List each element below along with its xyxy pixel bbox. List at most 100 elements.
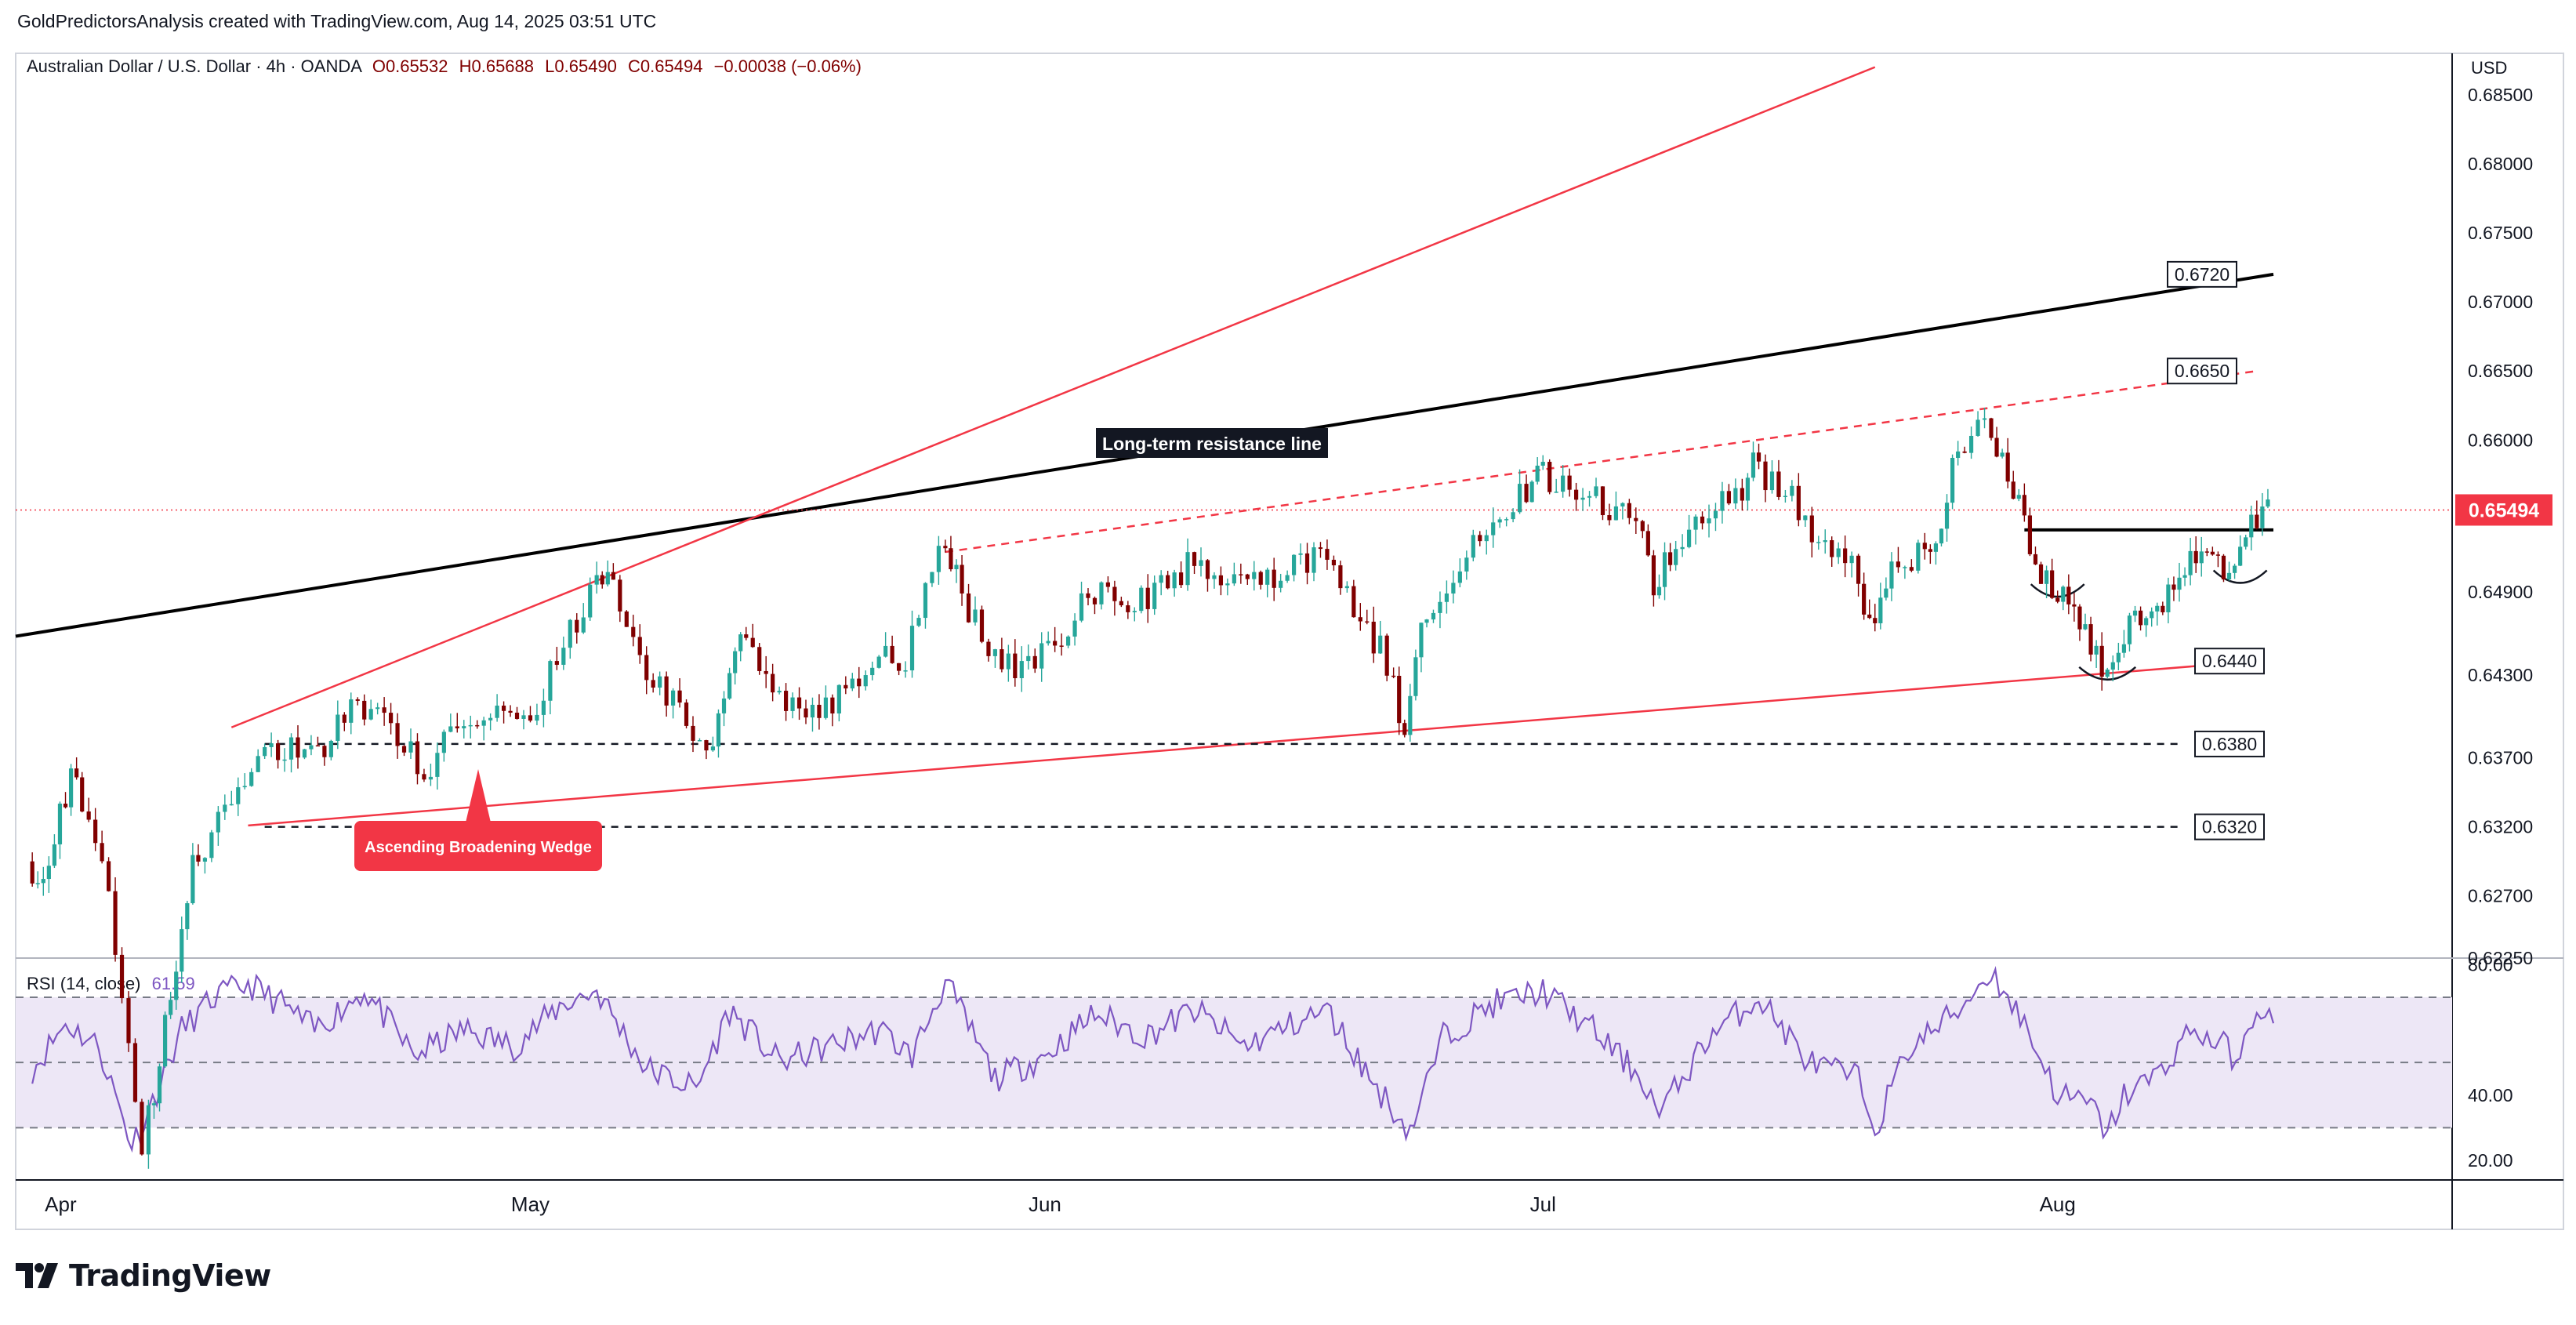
level-tag-0-6320-box[interactable]	[2194, 813, 2265, 840]
candle-body	[46, 866, 51, 880]
candle-body	[764, 670, 768, 674]
candle-body	[52, 844, 57, 866]
candle-body	[1674, 549, 1678, 565]
candle-body	[1245, 574, 1250, 579]
candle-body	[541, 700, 546, 715]
long-term-resistance-label-box[interactable]	[1096, 428, 1328, 458]
candle-body	[1680, 546, 1685, 550]
chart-credit: GoldPredictorsAnalysis created with Trad…	[17, 11, 657, 31]
price-axis[interactable]: 0.68500 0.68000 0.67500 0.67000 0.66500 0.660…	[2468, 85, 2533, 968]
candle-body	[1809, 515, 1814, 543]
candle-body	[1344, 586, 1349, 589]
rsi-value: 61.59	[152, 974, 195, 993]
level-tag-0-6380-box[interactable]	[2194, 730, 2265, 757]
current-price-label: 0.65494	[2469, 499, 2539, 521]
candle-body	[157, 1066, 162, 1104]
candle-body	[810, 704, 815, 718]
candle-body	[1225, 583, 1230, 586]
candle-body	[1484, 535, 1489, 542]
candle-body	[288, 737, 294, 760]
wedge-upper-line[interactable]	[230, 66, 1876, 728]
candle-body	[1046, 641, 1050, 644]
level-tag-0-6720-box[interactable]	[2167, 260, 2237, 288]
candle-body	[2116, 652, 2121, 662]
candle-body	[1580, 497, 1585, 500]
candle-body	[870, 667, 875, 676]
candle-body	[1989, 418, 1994, 438]
candle-body	[1065, 636, 1071, 646]
candle-body	[376, 707, 380, 710]
candle-body	[1803, 515, 1808, 521]
candle-body	[2177, 577, 2182, 590]
candle-body	[242, 786, 247, 788]
candle-body	[1371, 621, 1376, 654]
candle-body	[677, 690, 682, 703]
wedge-upper-dashed-line[interactable]	[945, 369, 2257, 554]
candle-body	[1962, 451, 1967, 453]
time-axis[interactable]: Apr May Jun Jul Aug	[45, 1192, 2076, 1216]
candle-body	[140, 1102, 144, 1155]
candle-body	[2249, 514, 2254, 538]
wedge-callout-box[interactable]	[354, 821, 602, 871]
level-tag-0-6650-label: 0.6650	[2175, 361, 2230, 381]
candle-body	[2072, 604, 2077, 607]
candle-body	[2155, 605, 2160, 612]
candle-body	[1059, 645, 1064, 647]
level-tag-0-6440-box[interactable]	[2194, 648, 2265, 675]
candle-body	[275, 743, 281, 761]
candle-body	[600, 575, 604, 585]
candle-body	[196, 855, 201, 862]
candle-body	[1939, 528, 1944, 544]
candle-body	[883, 645, 888, 657]
candle-body	[704, 740, 709, 751]
candle-body	[2094, 645, 2099, 655]
candle-body	[1105, 582, 1111, 587]
candle-body	[535, 714, 539, 721]
candle-body	[1358, 617, 1362, 622]
candle-body	[146, 1105, 151, 1155]
candle-body	[180, 929, 184, 972]
legend-close: C0.65494	[628, 56, 702, 76]
current-price-tag[interactable]	[2455, 494, 2552, 526]
level-tag-0-6380-label: 0.6380	[2202, 734, 2257, 754]
candle-body	[744, 634, 749, 638]
candle-body	[315, 745, 321, 747]
candle-body	[771, 673, 775, 693]
candle-body	[1378, 635, 1383, 654]
candle-body	[554, 661, 559, 665]
candle-body	[422, 774, 426, 780]
candle-body	[1540, 462, 1545, 466]
candle-body	[1252, 572, 1257, 579]
level-tag-0-6650-box[interactable]	[2167, 358, 2237, 385]
level-tags[interactable]: 0.6720 0.6650 0.6440 0.6380 0.6320 Long-term …	[354, 260, 2552, 871]
head-arc[interactable]	[2078, 666, 2137, 681]
candle-body	[670, 690, 676, 706]
tradingview-logo[interactable]: TradingView	[16, 1258, 271, 1293]
candle-body	[1265, 569, 1270, 585]
candle-body	[581, 617, 586, 633]
candle-body	[1504, 519, 1509, 521]
level-tag-0-6320-label: 0.6320	[2202, 817, 2257, 837]
candle-body	[1873, 618, 1878, 623]
candles-layer[interactable]	[30, 408, 2270, 1169]
candle-body	[74, 768, 79, 778]
candle-body	[322, 746, 327, 757]
candle-body	[857, 678, 862, 687]
candle-body	[1594, 486, 1598, 496]
candle-body	[495, 706, 499, 718]
time-tick-label: Jun	[1029, 1192, 1061, 1216]
candle-body	[1573, 489, 1579, 500]
candle-body	[1843, 548, 1848, 564]
candle-body	[1956, 451, 1961, 459]
candle-body	[1535, 465, 1540, 482]
right-shoulder-arc[interactable]	[2212, 569, 2268, 584]
candle-body	[2127, 615, 2132, 644]
candle-body	[2199, 551, 2204, 564]
candle-body	[1667, 552, 1673, 565]
candle-body	[1152, 583, 1157, 609]
candle-body	[209, 832, 214, 859]
candle-body	[41, 879, 45, 884]
time-tick-label: Jul	[1530, 1192, 1556, 1216]
candle-body	[1903, 567, 1907, 568]
